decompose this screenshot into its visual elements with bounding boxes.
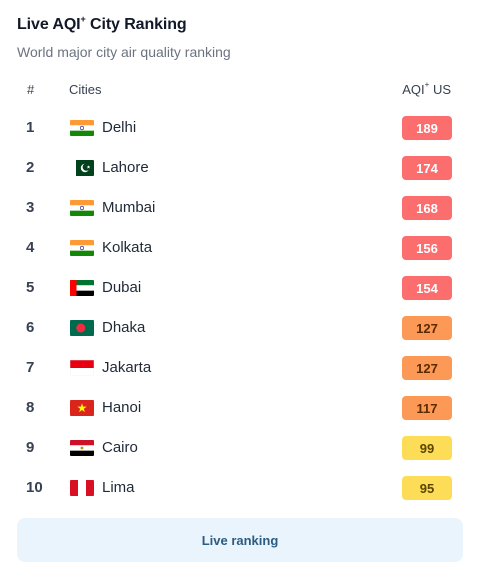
rank-number: 10	[26, 479, 43, 496]
rank-column-header: #	[27, 82, 35, 97]
ranking-row[interactable]: 7 Jakarta 127	[0, 348, 482, 388]
city-name: Delhi	[102, 119, 137, 136]
city-name: Dhaka	[102, 319, 146, 336]
ranking-row[interactable]: 6 Dhaka 127	[0, 308, 482, 348]
aqi-badge: 127	[402, 316, 452, 340]
city-name: Lima	[102, 479, 135, 496]
india-flag-icon	[70, 120, 94, 136]
indonesia-flag-icon	[70, 360, 94, 376]
aqi-badge: 95	[402, 476, 452, 500]
card-title: Live AQI+ City Ranking	[17, 14, 187, 33]
rank-number: 9	[26, 439, 35, 456]
table-header: # Cities AQI+ US	[0, 80, 482, 100]
aqi-badge: 168	[402, 196, 452, 220]
aqi-badge: 174	[402, 156, 452, 180]
rank-number: 5	[26, 279, 35, 296]
rank-number: 3	[26, 199, 35, 216]
aqi-badge: 156	[402, 236, 452, 260]
ranking-row[interactable]: 8 Hanoi 117	[0, 388, 482, 428]
india-flag-icon	[70, 240, 94, 256]
ranking-list: 1 Delhi 189 2 Lahore 174 3 Mumbai 168 4 Kolkata 156…	[0, 108, 482, 508]
title-superscript: +	[80, 14, 86, 24]
rank-number: 4	[26, 239, 35, 256]
city-name: Dubai	[102, 279, 142, 296]
city-name: Jakarta	[102, 359, 152, 376]
ranking-row[interactable]: 1 Delhi 189	[0, 108, 482, 148]
egypt-flag-icon	[70, 440, 94, 456]
rank-number: 8	[26, 399, 35, 416]
rank-number: 6	[26, 319, 35, 336]
aqi-badge: 154	[402, 276, 452, 300]
ranking-row[interactable]: 4 Kolkata 156	[0, 228, 482, 268]
aqi-badge: 99	[402, 436, 452, 460]
bangladesh-flag-icon	[70, 320, 94, 336]
live-ranking-button[interactable]: Live ranking	[17, 518, 463, 562]
city-name: Cairo	[102, 439, 138, 456]
ranking-row[interactable]: 3 Mumbai 168	[0, 188, 482, 228]
city-name: Kolkata	[102, 239, 153, 256]
aqi-badge: 117	[402, 396, 452, 420]
city-name: Hanoi	[102, 399, 142, 416]
vietnam-flag-icon	[70, 400, 94, 416]
aqi-badge: 189	[402, 116, 452, 140]
card-subtitle: World major city air quality ranking	[17, 44, 231, 60]
aqi-column-header: AQI+ US	[402, 80, 451, 97]
city-name: Mumbai	[102, 199, 156, 216]
uae-flag-icon	[70, 280, 94, 296]
ranking-row[interactable]: 5 Dubai 154	[0, 268, 482, 308]
rank-number: 2	[26, 159, 35, 176]
pakistan-flag-icon	[70, 160, 94, 176]
india-flag-icon	[70, 200, 94, 216]
ranking-row[interactable]: 9 Cairo 99	[0, 428, 482, 468]
aqi-badge: 127	[402, 356, 452, 380]
rank-number: 1	[26, 119, 35, 136]
rank-number: 7	[26, 359, 35, 376]
city-column-header: Cities	[69, 82, 102, 97]
peru-flag-icon	[70, 480, 94, 496]
ranking-row[interactable]: 10 Lima 95	[0, 468, 482, 508]
ranking-row[interactable]: 2 Lahore 174	[0, 148, 482, 188]
city-name: Lahore	[102, 159, 149, 176]
